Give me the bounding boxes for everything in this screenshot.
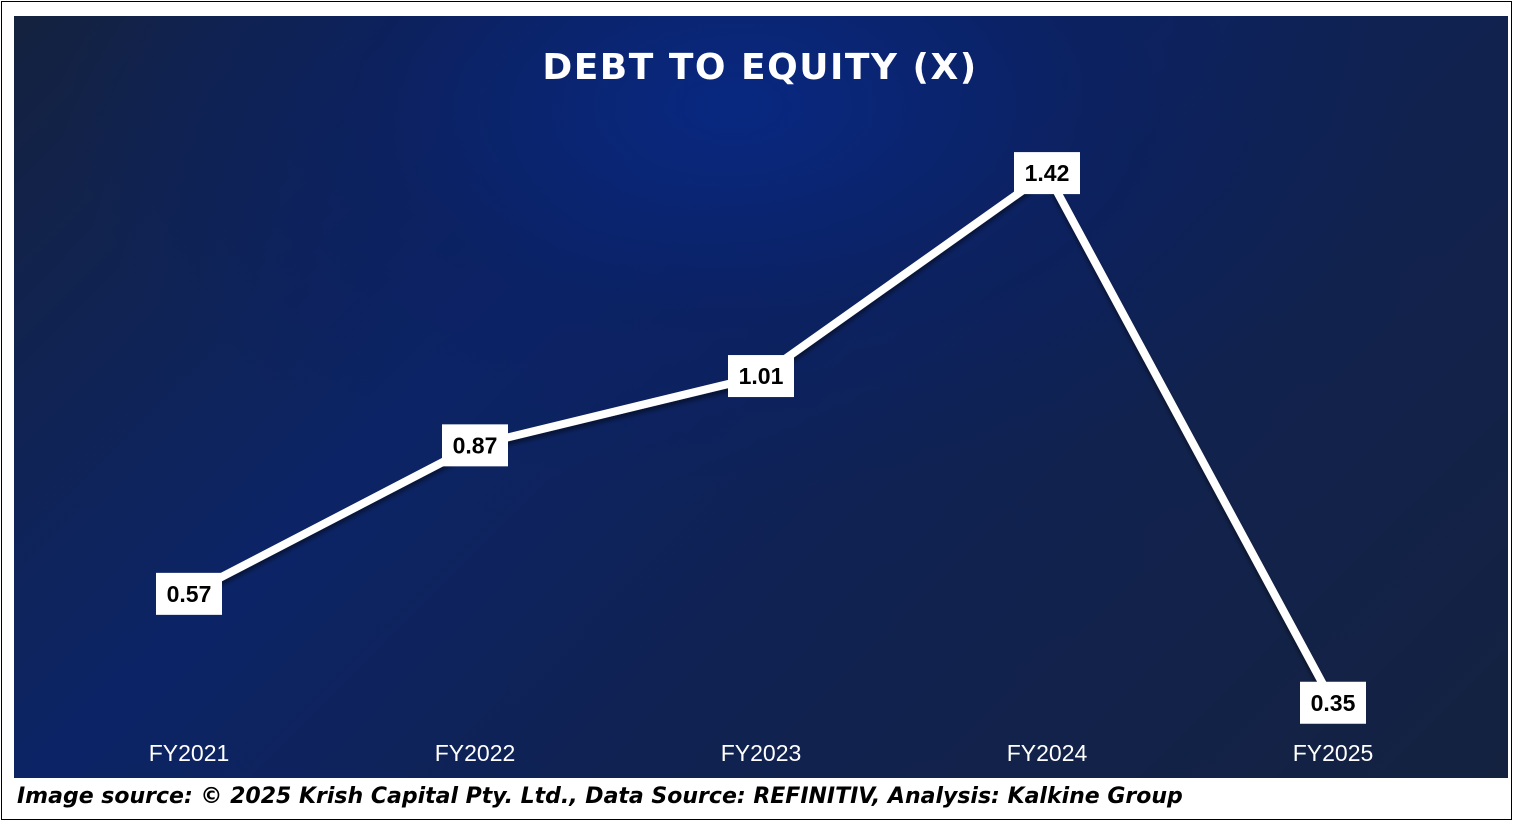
data-label-box [156,572,222,615]
chart-title: DEBT TO EQUITY (X) [542,47,977,88]
data-label-fy2023: 1.01 [728,355,794,398]
drop-lines [188,173,1334,716]
data-label-fy2025: 0.35 [1300,681,1366,724]
data-labels: 0.57 0.87 1.01 1.42 0.35 [156,152,1366,724]
data-label-text: 0.87 [453,432,498,458]
data-label-fy2024: 1.42 [1014,152,1080,195]
data-label-text: 1.42 [1025,160,1070,186]
data-label-box [1300,681,1366,724]
x-tick-label-fy2024: FY2024 [1007,740,1088,766]
line-chart: DEBT TO EQUITY (X) 0.570.871.011.420.35 … [149,47,1374,766]
data-label-text: 1.01 [739,363,784,389]
data-label-fy2021: 0.57 [156,572,222,615]
source-footnote: Image source: © 2025 Krish Capital Pty. … [17,784,1183,809]
data-label-text: 0.35 [1311,690,1356,716]
data-label-text: 0.57 [167,581,212,607]
x-tick-label-fy2022: FY2022 [435,740,516,766]
data-label-box [442,424,508,467]
chart-panel: DEBT TO EQUITY (X) 0.57 0.87 1.01 1.42 0.35 … [14,16,1508,778]
x-tick-label-fy2021: FY2021 [149,740,230,766]
x-tick-label-fy2025: FY2025 [1293,740,1374,766]
x-tick-label-fy2023: FY2023 [721,740,802,766]
x-axis-tick-labels: FY2021 FY2022 FY2023 FY2024 FY2025 [149,740,1374,766]
data-label-box [728,355,794,398]
data-label-fy2022: 0.87 [442,424,508,467]
data-label-box [1014,152,1080,195]
